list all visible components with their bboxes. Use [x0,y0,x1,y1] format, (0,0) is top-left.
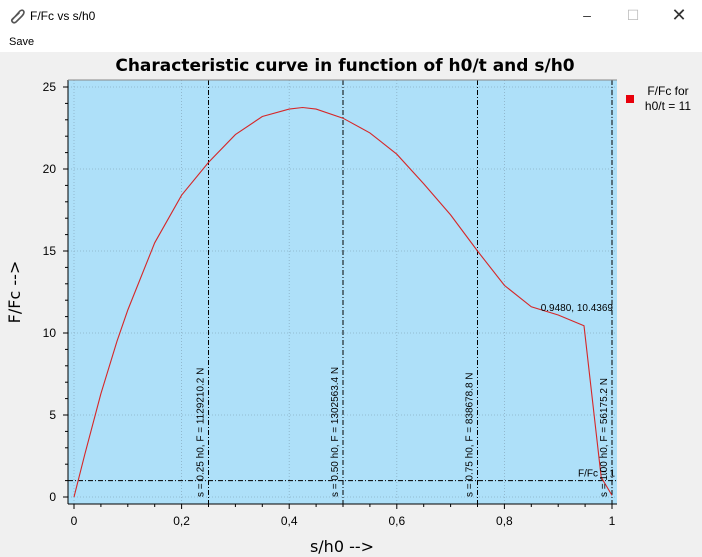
y-axis-label: F/Fc --> [5,261,24,324]
title-bar: F/Fc vs s/h0 – ☐ ✕ [0,0,702,32]
maximize-button[interactable]: ☐ [610,0,656,30]
close-icon: ✕ [671,4,687,25]
window-title: F/Fc vs s/h0 [30,9,96,23]
minimize-icon: – [583,7,591,23]
vertical-marker-label: s = 0.25 h0, F = 1129210.2 N [196,368,207,497]
series-line [73,106,613,498]
vertical-marker-label: s = 0.50 h0, F = 1302563.4 N [330,367,341,497]
markers [68,80,617,504]
minimize-button[interactable]: – [564,0,610,30]
axes [63,79,617,509]
maximize-icon: ☐ [626,6,640,23]
y-tick-label: 25 [43,80,57,94]
x-axis-label: s/h0 --> [310,537,374,556]
x-tick-label: 0,8 [496,514,513,528]
y-tick-label: 15 [43,244,57,258]
point-annotation: 0.9480, 10.4369 [541,303,614,314]
menu-bar: Save [0,32,702,53]
vertical-marker-label: s = 0.75 h0, F = 838678.8 N [465,372,476,497]
x-tick-label: 0,6 [388,514,405,528]
menu-save[interactable]: Save [9,36,35,48]
close-button[interactable]: ✕ [656,0,702,30]
threshold-label: F/Fc = 1 [578,469,615,480]
x-tick-label: 1 [609,514,616,528]
paperclip-icon [10,9,25,24]
legend-marker [626,95,634,103]
y-tick-label: 0 [49,490,56,504]
x-tick-label: 0,4 [281,514,298,528]
x-tick-label: 0,2 [173,514,190,528]
legend: F/Fc for h0/t = 11 [626,84,691,113]
legend-entry: F/Fc for [647,84,688,98]
vertical-marker-label: s = 1.00 h0, F = 56175.2 N [599,378,610,497]
x-tick-label: 0 [71,514,78,528]
legend-entry: h0/t = 11 [645,99,691,113]
y-tick-label: 5 [49,408,56,422]
y-tick-label: 20 [43,162,57,176]
y-tick-label: 10 [43,326,57,340]
chart-title: Characteristic curve in function of h0/t… [115,56,574,76]
